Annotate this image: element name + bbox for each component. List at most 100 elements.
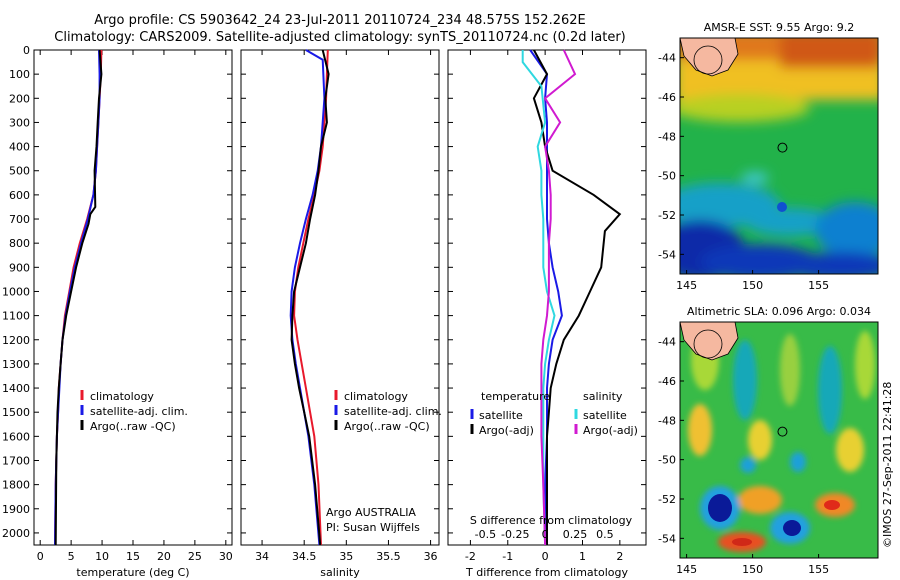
pi-label: PI: Susan Wijffels: [326, 521, 420, 534]
sst-map-y-tick-label: -46: [658, 91, 676, 104]
salinity-x-tick-label: 35: [339, 550, 353, 563]
salinity-axes-frame: [240, 49, 440, 546]
difference-x-axis-label: T difference from climatology: [465, 566, 628, 579]
temperature-legend-label: Argo(..raw -QC): [90, 420, 176, 433]
sst-map-x-tick-label: 150: [742, 279, 763, 292]
sla-map-x-tick-label: 145: [676, 563, 697, 576]
salinity-legend-label: satellite-adj. clim.: [344, 405, 442, 418]
depth-tick-label: 1500: [2, 406, 30, 419]
depth-tick-label: 800: [9, 237, 30, 250]
temperature-x-tick-label: 30: [219, 550, 233, 563]
temperature-x-tick-label: 10: [95, 550, 109, 563]
depth-tick-label: 0: [23, 44, 30, 57]
salinity-diff-tick-label: 0.5: [596, 528, 614, 541]
sla-map-y-tick-label: -54: [658, 532, 676, 545]
salinity-x-tick-label: 35.5: [376, 550, 401, 563]
sla-map-title: Altimetric SLA: 0.096 Argo: 0.034: [687, 305, 871, 318]
depth-tick-label: 1100: [2, 310, 30, 323]
depth-tick-label: 1000: [2, 285, 30, 298]
difference-x-tick-label: -1: [502, 550, 513, 563]
sst-map-x-tick-label: 155: [808, 279, 829, 292]
difference-series-line: [529, 49, 563, 545]
depth-tick-label: 1900: [2, 503, 30, 516]
sst-map-field: [680, 38, 878, 274]
difference-x-tick-label: -2: [465, 550, 476, 563]
salinity-diff-tick-label: 0: [542, 528, 549, 541]
sla-map-y-tick-label: -52: [658, 493, 676, 506]
salinity-diff-tick-label: -0.25: [501, 528, 529, 541]
depth-tick-label: 1600: [2, 430, 30, 443]
depth-tick-label: 400: [9, 141, 30, 154]
depth-tick-label: 1400: [2, 382, 30, 395]
salinity-diff-axis-label: S difference from climatology: [470, 514, 633, 527]
salinity-series-line: [290, 49, 330, 546]
difference-series-line: [521, 50, 556, 546]
argo-group-label: Argo AUSTRALIA: [326, 506, 416, 519]
salinity-diff-tick-label: -0.5: [475, 528, 496, 541]
figure-title: Argo profile: CS 5903642_24 23-Jul-2011 …: [94, 13, 586, 28]
difference-x-tick-label: 1: [579, 550, 586, 563]
depth-tick-label: 300: [9, 116, 30, 129]
sst-map-argo-marker: [777, 142, 788, 153]
salinity-x-axis-label: salinity: [320, 566, 360, 579]
temperature-axes-frame: [33, 49, 233, 546]
salinity-x-tick-label: 34: [255, 550, 269, 563]
sla-map-y-tick-label: -44: [658, 336, 676, 349]
temperature-x-tick-label: 5: [68, 550, 75, 563]
salinity-legend-label: Argo(..raw -QC): [344, 420, 430, 433]
depth-tick-label: 1300: [2, 358, 30, 371]
sla-map-y-tick-label: -46: [658, 375, 676, 388]
sst-map-x-tick-label: 145: [676, 279, 697, 292]
temperature-x-tick-label: 0: [37, 550, 44, 563]
depth-tick-label: 900: [9, 261, 30, 274]
difference-series-line: [532, 49, 622, 545]
temperature-legend-label: satellite-adj. clim.: [90, 405, 188, 418]
diff-legend-label: satellite: [583, 409, 627, 422]
salinity-diff-tick-label: 0.25: [563, 528, 588, 541]
diff-legend-header: temperature: [481, 390, 550, 403]
depth-tick-label: 100: [9, 68, 30, 81]
sst-map-title: AMSR-E SST: 9.55 Argo: 9.2: [704, 21, 855, 34]
salinity-legend-label: climatology: [344, 390, 408, 403]
sst-map-y-tick-label: -44: [658, 52, 676, 65]
salinity-x-tick-label: 34.5: [292, 550, 317, 563]
depth-tick-label: 500: [9, 165, 30, 178]
depth-tick-label: 200: [9, 92, 30, 105]
sst-map-y-tick-label: -50: [658, 170, 676, 183]
depth-tick-label: 1200: [2, 334, 30, 347]
diff-legend-header: salinity: [583, 390, 623, 403]
figure-subtitle: Climatology: CARS2009. Satellite-adjuste…: [54, 30, 626, 45]
diff-legend-label: Argo(-adj): [479, 424, 534, 437]
difference-x-tick-label: 0: [542, 550, 549, 563]
depth-tick-label: 1700: [2, 454, 30, 467]
sla-map-frame: [679, 321, 879, 559]
difference-series-line: [540, 49, 577, 546]
sla-map-argo-marker: [777, 426, 788, 437]
salinity-series-line: [293, 49, 329, 546]
temperature-series-line: [54, 49, 103, 546]
sst-map-y-tick-label: -54: [658, 248, 676, 261]
temperature-x-tick-label: 25: [188, 550, 202, 563]
sla-map-x-tick-label: 155: [808, 563, 829, 576]
difference-x-tick-label: 2: [616, 550, 623, 563]
temperature-x-tick-label: 15: [126, 550, 140, 563]
sla-map-y-tick-label: -50: [658, 454, 676, 467]
depth-tick-label: 700: [9, 213, 30, 226]
sla-map-y-tick-label: -48: [658, 414, 676, 427]
imos-credit: ©IMOS 27-Sep-2011 22:41:28: [881, 382, 894, 548]
sst-map-frame: [679, 37, 879, 275]
salinity-x-tick-label: 36: [424, 550, 438, 563]
diff-legend-label: Argo(-adj): [583, 424, 638, 437]
sla-map-x-tick-label: 150: [742, 563, 763, 576]
sla-map-field: [680, 322, 878, 558]
sst-map-y-tick-label: -52: [658, 209, 676, 222]
depth-tick-label: 600: [9, 189, 30, 202]
depth-tick-label: 1800: [2, 479, 30, 492]
depth-tick-label: 2000: [2, 527, 30, 540]
temperature-x-axis-label: temperature (deg C): [76, 566, 189, 579]
temperature-legend-label: climatology: [90, 390, 154, 403]
sst-map-y-tick-label: -48: [658, 130, 676, 143]
